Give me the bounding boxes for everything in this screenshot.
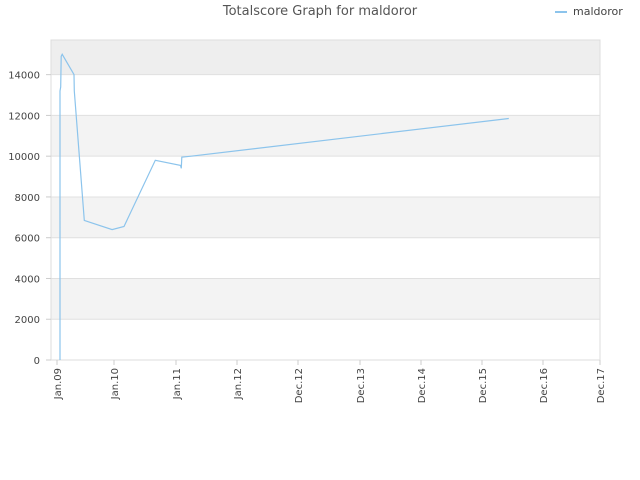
x-tick-label: Jan.11 bbox=[172, 368, 183, 400]
x-tick-label: Dec.14 bbox=[417, 368, 428, 403]
legend: maldoror bbox=[555, 5, 623, 18]
y-tick-label: 2000 bbox=[15, 315, 40, 326]
grid-band bbox=[51, 196, 600, 238]
y-tick-label: 12000 bbox=[8, 111, 40, 122]
x-tick-label: Jan.10 bbox=[110, 368, 121, 400]
grid-band bbox=[51, 40, 600, 75]
y-tick-label: 0 bbox=[34, 356, 40, 367]
y-tick-label: 10000 bbox=[8, 152, 40, 163]
grid-band bbox=[51, 115, 600, 157]
x-tick-label: Jan.09 bbox=[53, 368, 64, 400]
chart-title: Totalscore Graph for maldoror bbox=[222, 4, 418, 19]
x-tick-label: Dec.16 bbox=[539, 368, 550, 403]
x-tick-label: Jan.12 bbox=[233, 368, 244, 400]
plot-frame bbox=[50, 39, 601, 361]
x-tick-label: Dec.17 bbox=[596, 368, 607, 403]
x-tick-label: Dec.15 bbox=[478, 368, 489, 403]
x-tick-label: Dec.13 bbox=[356, 368, 367, 403]
y-tick-label: 14000 bbox=[8, 71, 40, 82]
legend-label: maldoror bbox=[573, 5, 623, 18]
y-tick-label: 4000 bbox=[15, 274, 40, 285]
grid-band bbox=[51, 278, 600, 320]
series-line-maldoror bbox=[59, 53, 509, 360]
y-tick-label: 8000 bbox=[15, 193, 40, 204]
legend-swatch bbox=[555, 10, 567, 13]
y-tick-label: 6000 bbox=[15, 234, 40, 245]
x-tick-label: Dec.12 bbox=[294, 368, 305, 403]
